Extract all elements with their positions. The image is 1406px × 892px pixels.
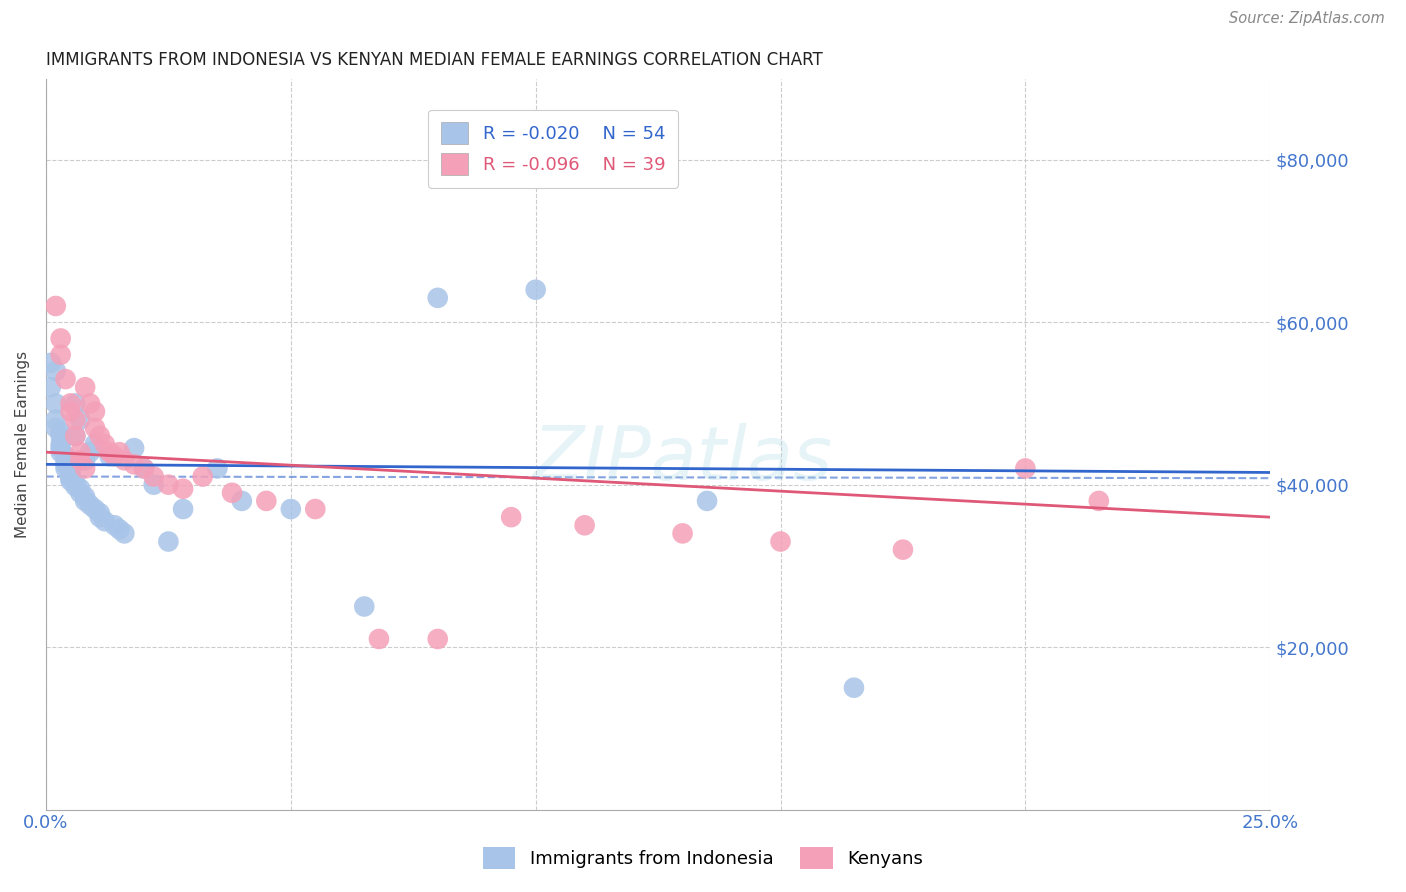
Point xyxy=(142,477,165,491)
Point xyxy=(55,461,77,475)
Legend: R = -0.020    N = 54, R = -0.096    N = 39: R = -0.020 N = 54, R = -0.096 N = 39 xyxy=(429,110,678,188)
Point xyxy=(59,474,82,488)
Point xyxy=(59,471,82,485)
Point xyxy=(55,453,77,467)
Point xyxy=(84,502,107,516)
Point xyxy=(280,502,302,516)
Point xyxy=(49,429,72,443)
Point xyxy=(55,449,77,463)
Point xyxy=(191,469,214,483)
Point xyxy=(59,404,82,418)
Point xyxy=(65,476,87,491)
Point xyxy=(59,461,82,475)
Point xyxy=(69,445,91,459)
Point xyxy=(157,534,180,549)
Point xyxy=(93,514,115,528)
Point xyxy=(49,445,72,459)
Point xyxy=(122,441,145,455)
Point xyxy=(45,299,67,313)
Point xyxy=(89,510,111,524)
Point xyxy=(89,429,111,443)
Point xyxy=(1014,461,1036,475)
Point xyxy=(84,437,107,451)
Point xyxy=(769,534,792,549)
Point xyxy=(172,482,194,496)
Point xyxy=(55,458,77,472)
Point xyxy=(59,396,82,410)
Point xyxy=(69,413,91,427)
Text: IMMIGRANTS FROM INDONESIA VS KENYAN MEDIAN FEMALE EARNINGS CORRELATION CHART: IMMIGRANTS FROM INDONESIA VS KENYAN MEDI… xyxy=(46,51,823,69)
Point xyxy=(221,485,243,500)
Point xyxy=(93,437,115,451)
Point xyxy=(157,477,180,491)
Point xyxy=(59,467,82,482)
Point xyxy=(79,396,101,410)
Point xyxy=(207,461,229,475)
Point xyxy=(84,404,107,418)
Point xyxy=(426,291,449,305)
Point xyxy=(49,425,72,439)
Point xyxy=(79,498,101,512)
Point xyxy=(65,396,87,410)
Point xyxy=(172,502,194,516)
Point xyxy=(75,461,97,475)
Legend: Immigrants from Indonesia, Kenyans: Immigrants from Indonesia, Kenyans xyxy=(474,838,932,879)
Point xyxy=(426,632,449,646)
Point xyxy=(84,421,107,435)
Point xyxy=(69,453,91,467)
Text: ZIPatlas: ZIPatlas xyxy=(533,423,832,495)
Point xyxy=(501,510,523,524)
Point xyxy=(65,429,87,443)
Point xyxy=(79,445,101,459)
Point xyxy=(89,506,111,520)
Point xyxy=(55,372,77,386)
Point xyxy=(696,494,718,508)
Point xyxy=(103,518,125,533)
Point xyxy=(45,364,67,378)
Point xyxy=(574,518,596,533)
Point xyxy=(49,437,72,451)
Point xyxy=(231,494,253,508)
Point xyxy=(132,461,155,475)
Point xyxy=(65,429,87,443)
Point xyxy=(75,490,97,504)
Point xyxy=(98,445,121,459)
Point xyxy=(98,449,121,463)
Point xyxy=(65,479,87,493)
Point xyxy=(45,413,67,427)
Point xyxy=(112,526,135,541)
Point xyxy=(75,380,97,394)
Point xyxy=(112,453,135,467)
Point xyxy=(122,458,145,472)
Point xyxy=(254,494,277,508)
Point xyxy=(304,502,326,516)
Point xyxy=(891,542,914,557)
Point xyxy=(49,348,72,362)
Point xyxy=(368,632,391,646)
Point xyxy=(45,421,67,435)
Point xyxy=(108,522,131,536)
Point xyxy=(39,380,62,394)
Point xyxy=(75,453,97,467)
Point xyxy=(59,466,82,480)
Point xyxy=(132,461,155,475)
Point xyxy=(142,469,165,483)
Point xyxy=(103,449,125,463)
Point xyxy=(39,356,62,370)
Point xyxy=(75,494,97,508)
Point xyxy=(69,482,91,496)
Point xyxy=(49,331,72,345)
Point xyxy=(65,413,87,427)
Point xyxy=(524,283,547,297)
Point xyxy=(69,485,91,500)
Text: Source: ZipAtlas.com: Source: ZipAtlas.com xyxy=(1229,11,1385,26)
Y-axis label: Median Female Earnings: Median Female Earnings xyxy=(15,351,30,538)
Point xyxy=(49,441,72,455)
Point xyxy=(353,599,375,614)
Point xyxy=(671,526,693,541)
Point xyxy=(842,681,865,695)
Point xyxy=(108,445,131,459)
Point xyxy=(45,396,67,410)
Point xyxy=(1088,494,1111,508)
